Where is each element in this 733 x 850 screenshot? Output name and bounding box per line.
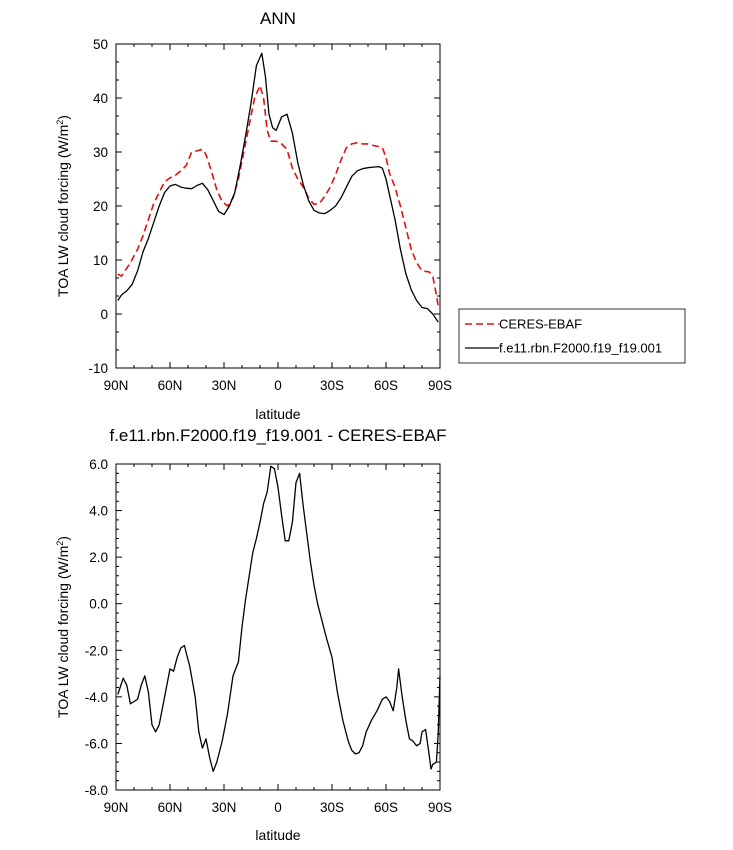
- x-tick-label: 30S: [320, 378, 344, 393]
- panel-2-y-axis-label-main: TOA LW cloud forcing (W/m: [55, 546, 71, 718]
- y-tick-label: -2.0: [85, 643, 108, 658]
- x-tick-label: 90N: [104, 378, 129, 393]
- panel-1-x-axis-label: latitude: [255, 406, 300, 422]
- x-tick-label: 90S: [428, 378, 452, 393]
- annual-mean-panel: ANN -10 0 10 20 30 40 50 90N 60N 30N 0 30S 60S 90S l…: [55, 9, 686, 422]
- panel-2-y-axis-label-close: ): [55, 536, 71, 541]
- panel-1-x-tick-labels: 90N 60N 30N 0 30S 60S 90S: [104, 378, 452, 393]
- x-tick-label: 30N: [212, 800, 237, 815]
- y-tick-label: 4.0: [89, 504, 108, 519]
- x-tick-label: 0: [274, 800, 282, 815]
- x-tick-label: 30S: [320, 800, 344, 815]
- y-tick-label: 50: [93, 37, 108, 52]
- y-tick-label: 10: [93, 253, 108, 268]
- panel-2-title: f.e11.rbn.F2000.f19_f19.001 - CERES-EBAF: [109, 426, 446, 445]
- y-tick-label: 0: [100, 307, 108, 322]
- panel-2-tick-marks: [115, 463, 441, 791]
- panel-1-y-tick-labels: -10 0 10 20 30 40 50: [88, 37, 108, 376]
- panel-1-title: ANN: [260, 9, 296, 28]
- panel-1-series-lines: [117, 52, 439, 323]
- panel-2-y-tick-labels: -8.0 -6.0 -4.0 -2.0 0.0 2.0 4.0 6.0: [85, 457, 108, 798]
- x-tick-label: 90N: [104, 800, 129, 815]
- panel-2-series-lines: [117, 465, 441, 773]
- y-tick-label: -4.0: [85, 690, 108, 705]
- panel-1-y-axis-label-close: ): [55, 115, 71, 120]
- panel-1-tick-marks: [115, 43, 441, 369]
- x-tick-label: 0: [274, 378, 282, 393]
- panel-2-y-axis-label: TOA LW cloud forcing (W/m2): [55, 536, 71, 718]
- legend-box: [458, 308, 686, 364]
- y-tick-label: 30: [93, 145, 108, 160]
- panel-1-y-axis-label-sup: 2: [55, 120, 65, 125]
- panel-1-y-axis-label-main: TOA LW cloud forcing (W/m: [55, 125, 71, 297]
- y-tick-label: -10: [88, 361, 108, 376]
- panel-1-y-axis-label: TOA LW cloud forcing (W/m2): [55, 115, 71, 297]
- panel-2-x-tick-labels: 90N 60N 30N 0 30S 60S 90S: [104, 800, 452, 815]
- y-tick-label: 40: [93, 91, 108, 106]
- series-line-f-e11-rbn-f2000-f19-f19-001: [117, 52, 439, 323]
- x-tick-label: 30N: [212, 378, 237, 393]
- y-tick-label: -8.0: [85, 783, 108, 798]
- x-tick-label: 60S: [374, 378, 398, 393]
- legend-label-model: f.e11.rbn.F2000.f19_f19.001: [499, 341, 662, 356]
- y-tick-label: -6.0: [85, 736, 108, 751]
- y-tick-label: 0.0: [89, 597, 108, 612]
- panel-2-x-axis-label: latitude: [255, 827, 300, 843]
- difference-panel: f.e11.rbn.F2000.f19_f19.001 - CERES-EBAF…: [55, 426, 452, 843]
- y-tick-label: 20: [93, 199, 108, 214]
- x-tick-label: 60N: [158, 800, 183, 815]
- series-line-difference: [117, 465, 441, 773]
- x-tick-label: 60S: [374, 800, 398, 815]
- y-tick-label: 6.0: [89, 457, 108, 472]
- y-tick-label: 2.0: [89, 550, 108, 565]
- panel-2-plot-frame: [115, 463, 441, 791]
- panel-2-y-axis-label-sup: 2: [55, 541, 65, 546]
- x-tick-label: 60N: [158, 378, 183, 393]
- legend: CERES-EBAF f.e11.rbn.F2000.f19_f19.001: [458, 308, 686, 364]
- x-tick-label: 90S: [428, 800, 452, 815]
- legend-label-ceres-ebaf: CERES-EBAF: [499, 317, 582, 332]
